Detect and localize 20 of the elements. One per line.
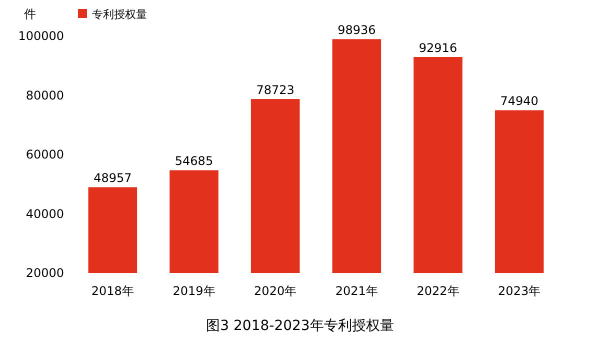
x-tick-label: 2018年 <box>91 284 134 298</box>
x-tick-label: 2023年 <box>498 284 541 298</box>
y-tick-label: 60000 <box>26 148 64 162</box>
x-tick-label: 2022年 <box>416 284 460 298</box>
y-tick-label: 100000 <box>18 29 64 43</box>
x-tick-label: 2019年 <box>172 284 216 298</box>
data-label: 92916 <box>418 40 458 55</box>
y-axis-title: 件 <box>24 7 36 21</box>
data-label: 74940 <box>500 94 538 108</box>
y-tick-label: 20000 <box>26 266 64 280</box>
data-label: 78723 <box>256 83 294 98</box>
y-tick-label: 80000 <box>26 88 64 102</box>
x-tick-label: 2021年 <box>335 284 378 298</box>
legend-label: 专利授权量 <box>92 8 147 21</box>
data-label: 54685 <box>174 154 214 168</box>
data-label: 48957 <box>94 171 132 186</box>
x-tick-label: 2020年 <box>254 284 297 298</box>
data-label: 98936 <box>338 23 376 38</box>
text: 图3 2018-2023年专利授权量 <box>206 318 394 334</box>
y-tick-label: 40000 <box>26 206 64 221</box>
